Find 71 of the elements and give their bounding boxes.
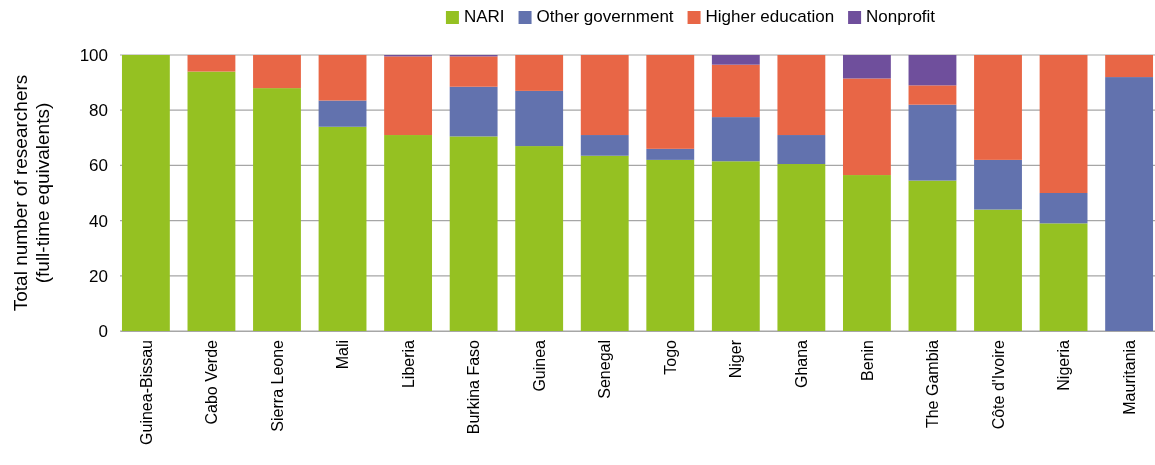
y-axis-title: Total number of researchers (full-time equivalents) — [10, 74, 53, 312]
x-tick-label: The Gambia — [924, 339, 942, 429]
x-tick-label: Mali — [334, 340, 352, 370]
bar — [318, 100, 367, 127]
y-tick-label: 40 — [89, 211, 108, 231]
x-tick-label: Sierra Leone — [268, 339, 286, 432]
bar — [1039, 193, 1088, 224]
bar — [646, 148, 695, 160]
bar — [318, 55, 367, 101]
bar — [187, 55, 236, 72]
bar — [646, 159, 695, 331]
bar — [711, 161, 760, 331]
bar — [515, 90, 564, 147]
bar — [711, 55, 760, 65]
bar — [580, 155, 629, 331]
x-tick-label: Guinea-Bissau — [137, 340, 155, 445]
x-tick-label: Nigeria — [1055, 339, 1073, 391]
bar — [384, 135, 433, 331]
bar — [974, 159, 1022, 210]
legend-label: Higher education — [705, 7, 835, 26]
bar — [318, 126, 367, 331]
x-tick-label: Côte d'Ivoire — [989, 339, 1007, 430]
bar — [449, 56, 498, 87]
y-tick-label: 20 — [89, 266, 108, 286]
bar — [842, 175, 891, 331]
bar — [777, 55, 826, 136]
bar — [711, 64, 760, 118]
bar — [253, 88, 301, 331]
bar — [1039, 223, 1088, 331]
y-tick-label: 100 — [79, 45, 108, 65]
bar — [187, 71, 236, 331]
x-tick-label: Mauritania — [1120, 339, 1138, 415]
x-tick-label: Burkina Faso — [465, 339, 483, 435]
bar — [1105, 55, 1154, 78]
y-tick-label: 80 — [89, 101, 108, 121]
x-tick-label: Senegal — [596, 340, 614, 399]
bar — [974, 209, 1022, 331]
bar — [449, 86, 498, 137]
bar — [908, 180, 957, 331]
bar — [580, 55, 629, 136]
x-tick-label: Niger — [727, 339, 745, 379]
x-tick-label: Liberia — [399, 339, 417, 389]
bar — [908, 55, 957, 86]
bar — [580, 135, 629, 156]
x-tick-label: Cabo Verde — [203, 339, 221, 425]
bar — [1105, 77, 1154, 331]
bar — [777, 164, 826, 331]
bar — [253, 55, 301, 89]
bar — [646, 55, 695, 149]
bar — [908, 85, 957, 105]
bar — [711, 117, 760, 162]
x-tick-label: Guinea — [530, 339, 548, 392]
bar — [842, 78, 891, 176]
bar — [515, 146, 564, 331]
legend-label: Other government — [536, 7, 674, 26]
bar — [121, 55, 170, 331]
x-tick-label: Togo — [661, 339, 679, 375]
bar — [777, 135, 826, 165]
x-tick-label: Benin — [858, 340, 876, 381]
legend-label: NARI — [463, 7, 505, 26]
bar — [842, 55, 891, 79]
x-tick-label: Ghana — [792, 339, 810, 389]
bar — [974, 55, 1022, 160]
bar — [515, 55, 564, 91]
bar — [449, 136, 498, 331]
y-tick-label: 60 — [89, 156, 108, 176]
y-tick-label: 0 — [98, 321, 108, 341]
bar — [1039, 55, 1088, 193]
bar — [908, 104, 957, 181]
legend-label: Nonprofit — [866, 7, 936, 26]
bar — [384, 56, 433, 136]
